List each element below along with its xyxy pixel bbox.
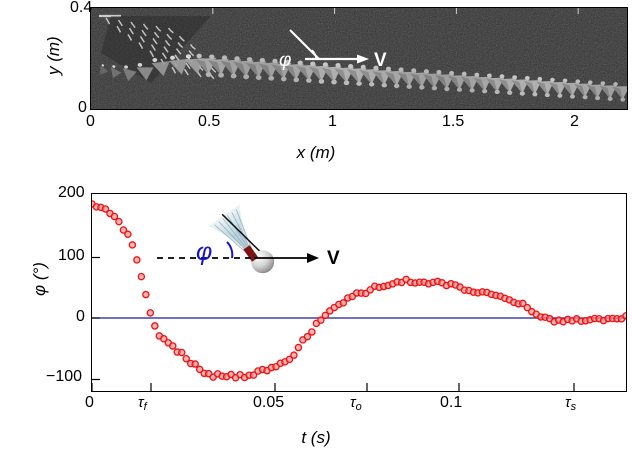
svg-text:V: V bbox=[327, 248, 340, 269]
svg-text:V: V bbox=[374, 50, 387, 71]
svg-text:φ: φ bbox=[196, 238, 212, 266]
svg-text:φ: φ bbox=[279, 50, 291, 71]
